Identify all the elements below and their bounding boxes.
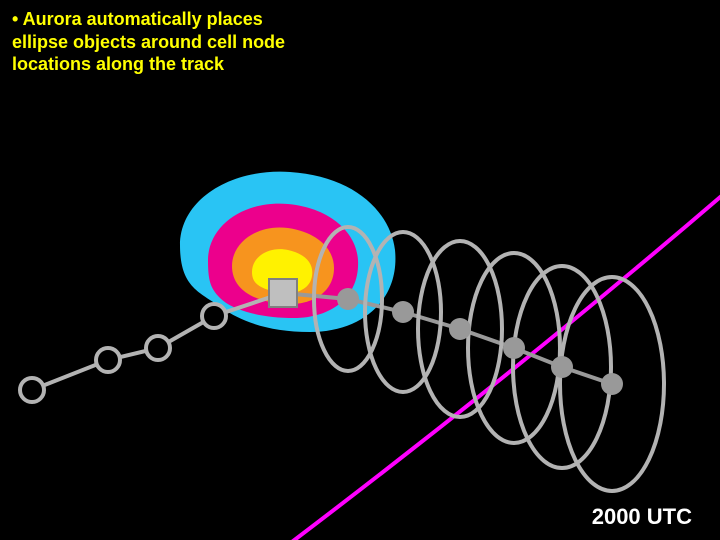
past-node-3 bbox=[202, 304, 226, 328]
forecast-node-3 bbox=[503, 337, 525, 359]
forecast-node-1 bbox=[392, 301, 414, 323]
past-node-1 bbox=[96, 348, 120, 372]
past-node-2 bbox=[146, 336, 170, 360]
timestamp-label: 2000 UTC bbox=[592, 504, 692, 530]
current-position-marker bbox=[269, 279, 297, 307]
forecast-node-0 bbox=[337, 288, 359, 310]
diagram-svg bbox=[0, 0, 720, 540]
diagram-stage: • Aurora automatically places ellipse ob… bbox=[0, 0, 720, 540]
caption-text: • Aurora automatically places ellipse ob… bbox=[12, 8, 312, 76]
past-node-0 bbox=[20, 378, 44, 402]
forecast-node-4 bbox=[551, 356, 573, 378]
forecast-node-5 bbox=[601, 373, 623, 395]
forecast-node-2 bbox=[449, 318, 471, 340]
